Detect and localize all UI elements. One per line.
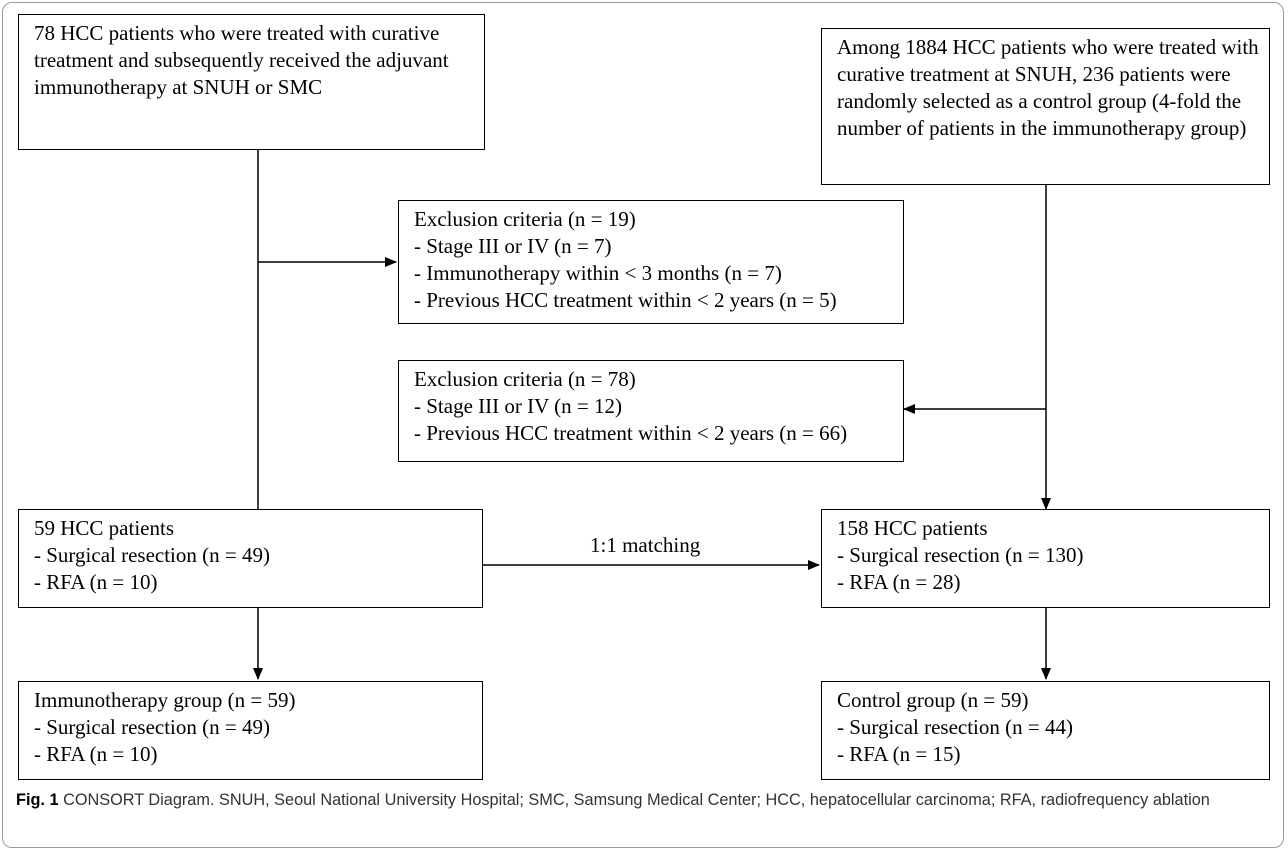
control-eligible-item: - Surgical resection (n = 130) [837,543,1084,567]
immuno-group-title: Immunotherapy group (n = 59) [34,688,296,712]
caption-text: CONSORT Diagram. SNUH, Seoul National Un… [63,791,1210,809]
immuno-source-text: 78 HCC patients who were treated with cu… [34,21,449,99]
exclusion-immuno-item: - Previous HCC treatment within < 2 year… [414,288,837,312]
immuno-source-box: 78 HCC patients who were treated with cu… [18,14,485,150]
exclusion-immuno-item: - Stage III or IV (n = 7) [414,234,612,258]
exclusion-control-box: Exclusion criteria (n = 78) - Stage III … [398,360,904,462]
caption-label: Fig. 1 [16,791,59,809]
control-group-title: Control group (n = 59) [837,688,1029,712]
immuno-group-item: - RFA (n = 10) [34,742,158,766]
exclusion-immuno-title: Exclusion criteria (n = 19) [414,207,636,231]
immuno-eligible-item: - RFA (n = 10) [34,570,158,594]
exclusion-control-item: - Previous HCC treatment within < 2 year… [414,421,848,445]
immuno-group-box: Immunotherapy group (n = 59) - Surgical … [18,681,483,780]
exclusion-immuno-item: - Immunotherapy within < 3 months (n = 7… [414,261,782,285]
immuno-eligible-title: 59 HCC patients [34,516,174,540]
control-group-item: - RFA (n = 15) [837,742,961,766]
control-eligible-item: - RFA (n = 28) [837,570,961,594]
exclusion-control-item: - Stage III or IV (n = 12) [414,394,622,418]
immuno-eligible-item: - Surgical resection (n = 49) [34,543,270,567]
control-group-box: Control group (n = 59) - Surgical resect… [821,681,1270,780]
control-eligible-box: 158 HCC patients - Surgical resection (n… [821,509,1270,608]
control-group-item: - Surgical resection (n = 44) [837,715,1073,739]
exclusion-immuno-box: Exclusion criteria (n = 19) - Stage III … [398,200,904,324]
control-source-text: Among 1884 HCC patients who were treated… [837,35,1259,140]
exclusion-control-title: Exclusion criteria (n = 78) [414,367,636,391]
immuno-eligible-box: 59 HCC patients - Surgical resection (n … [18,509,483,608]
control-source-box: Among 1884 HCC patients who were treated… [821,28,1270,185]
figure-caption: Fig. 1 CONSORT Diagram. SNUH, Seoul Nati… [16,788,1271,812]
control-eligible-title: 158 HCC patients [837,516,988,540]
immuno-group-item: - Surgical resection (n = 49) [34,715,270,739]
matching-label: 1:1 matching [590,533,701,557]
